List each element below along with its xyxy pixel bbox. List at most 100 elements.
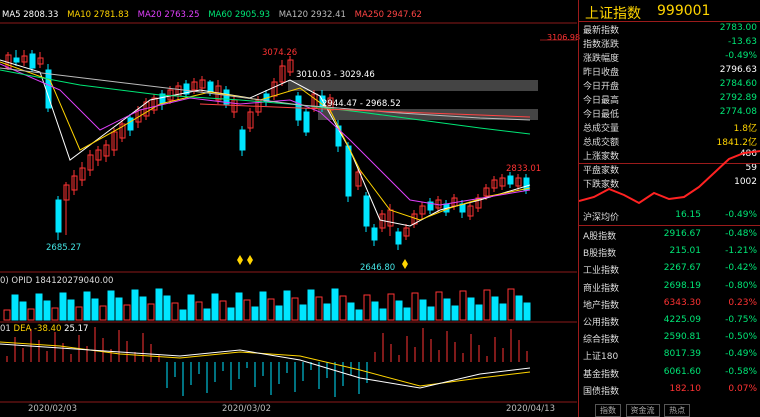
signal-diamond [402, 259, 408, 269]
candle-body [287, 59, 294, 73]
ma-line [199, 103, 531, 118]
sub-index-row[interactable]: B股指数 215.01 -1.21% [579, 246, 760, 261]
kline-chart[interactable] [0, 0, 577, 417]
sub-index-name: 工业指数 [583, 266, 620, 277]
sub-index-price: 182.10 [669, 383, 702, 394]
tab-index[interactable]: 指数 [595, 404, 621, 417]
sub-index-row[interactable]: 基金指数 6061.60 -0.58% [579, 367, 760, 382]
quote-row: 上涨家数 486 [579, 149, 760, 163]
volume-bar [315, 296, 323, 321]
quote-row-label: 平盘家数 [583, 166, 620, 176]
macd-label: 01 DEA -38.40 25.17 [0, 324, 88, 334]
sub-index-row[interactable]: 地产指数 6343.30 0.23% [579, 298, 760, 313]
candle-body [345, 145, 352, 197]
panel-tabs[interactable]: 指数 资金流 热点 [595, 404, 692, 417]
axis-top-label: 3106.98 [547, 33, 581, 42]
ma-line [0, 69, 531, 135]
sub-index-change: 0.07% [728, 383, 757, 394]
quote-row-value: -0.49% [725, 51, 757, 61]
high-price-label: 3074.26 [262, 48, 298, 58]
candle-body [427, 201, 434, 211]
divider [579, 163, 760, 164]
sub-index-row[interactable]: 商业指数 2698.19 -0.80% [579, 281, 760, 296]
quote-row-label: 上涨家数 [583, 152, 620, 162]
volume-bar [219, 300, 227, 321]
quote-row-value: 2796.63 [719, 65, 757, 75]
index-name: 上证指数 [585, 6, 641, 22]
sub-index-row[interactable]: 工业指数 2267.67 -0.42% [579, 263, 760, 278]
candle-body [199, 79, 206, 89]
volume-bar [267, 298, 275, 321]
candle-body [483, 187, 490, 197]
sub-index-row[interactable]: A股指数 2916.67 -0.48% [579, 229, 760, 244]
quote-row-label: 涨跌幅度 [583, 54, 620, 64]
tab-hotspot[interactable]: 热点 [664, 404, 691, 417]
sub-index-row[interactable]: 上证180 8017.39 -0.49% [579, 349, 760, 364]
volume-bar [347, 302, 355, 321]
quote-row: 指数涨跌 -13.63 [579, 37, 760, 51]
volume-bar [291, 297, 299, 321]
candle-body [87, 154, 94, 171]
quote-row: 最新指数 2783.00 [579, 23, 760, 37]
candle-body [371, 227, 378, 241]
candle-body [21, 55, 28, 63]
sub-index-price: 4225.09 [663, 315, 701, 325]
volume-bar [467, 297, 475, 321]
candle-body [127, 117, 134, 131]
candle-body [71, 175, 78, 191]
sub-index-price: 215.01 [669, 246, 702, 257]
macd-dea: DEA -38.40 [13, 324, 62, 334]
sub-index-change: -0.58% [725, 366, 757, 377]
volume-bar [43, 300, 51, 321]
ma120-label: MA120 2932.41 [278, 10, 346, 20]
quote-row: 今日最低 2774.08 [579, 107, 760, 121]
volume-bar [123, 304, 131, 321]
volume-bar [11, 294, 19, 321]
sub-index-price: 2267.67 [663, 263, 701, 274]
kline-chart-area[interactable]: MA5 2808.33 MA10 2781.83 MA20 2763.25 MA… [0, 0, 581, 417]
candle-body [135, 109, 142, 123]
volume-bar [283, 290, 291, 321]
volume-bar [411, 292, 419, 321]
sub-index-name: A股指数 [583, 232, 617, 242]
volume-bar [395, 300, 403, 321]
low1-label: 2685.27 [46, 243, 82, 253]
quote-row-value: -13.63 [727, 37, 757, 47]
ma-line [0, 61, 531, 221]
candle-body [13, 57, 20, 63]
candle-body [491, 179, 498, 189]
sub-index-change: -0.49% [725, 349, 757, 360]
volume-bar [27, 308, 35, 321]
candle-body [79, 167, 86, 181]
sub-index-price: 2698.19 [663, 280, 701, 291]
macd-dea-line [0, 341, 531, 387]
quote-row-value: 1002 [734, 177, 757, 187]
volume-bar [251, 306, 259, 321]
candle-body [183, 83, 190, 95]
index-code: 999001 [657, 3, 711, 19]
tab-capital-flow[interactable]: 资金流 [625, 404, 660, 417]
price-gap-box [288, 80, 538, 91]
hushen-row: 沪深均价 16.15 -0.49% [579, 210, 760, 225]
volume-bar [499, 303, 507, 321]
volume-bar [107, 290, 115, 321]
volume-bar [91, 298, 99, 321]
macd-value: 25.17 [64, 324, 89, 334]
volume-bar [139, 296, 147, 321]
range1-label: 3010.03 - 3029.46 [296, 70, 375, 80]
candle-body [403, 227, 410, 237]
candle-body [159, 93, 166, 105]
sub-index-row[interactable]: 综合指数 2590.81 -0.50% [579, 332, 760, 347]
divider [579, 225, 760, 226]
signal-diamond [237, 255, 243, 265]
sub-index-row[interactable]: 公用指数 4225.09 -0.75% [579, 315, 760, 330]
ma20-label: MA20 2763.25 [137, 10, 200, 20]
candle-body [355, 171, 362, 187]
volume-bar [75, 306, 83, 321]
macd-prefix: 01 [0, 324, 11, 334]
volume-bar [51, 307, 59, 321]
volume-bar [483, 289, 491, 321]
volume-bar [427, 306, 435, 321]
sub-index-row[interactable]: 国债指数 182.10 0.07% [579, 384, 760, 399]
candle-body [467, 205, 474, 217]
